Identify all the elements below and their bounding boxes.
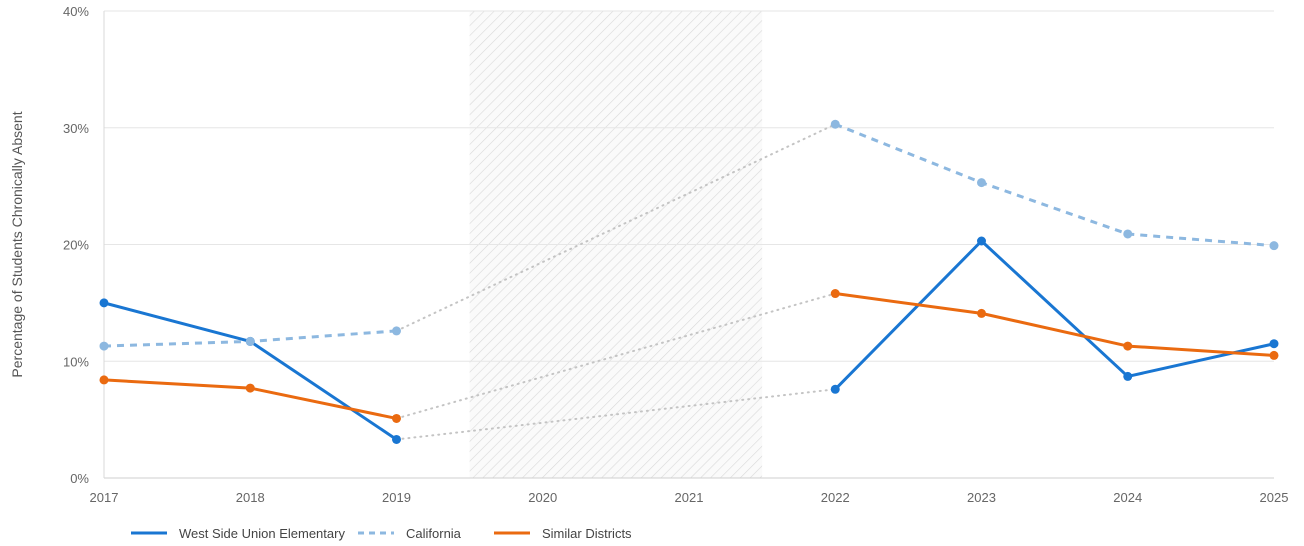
data-point — [392, 326, 401, 336]
data-point — [1269, 339, 1279, 349]
data-point — [245, 336, 255, 346]
series-line — [834, 239, 1275, 391]
y-tick-label: 0% — [70, 471, 89, 486]
data-point — [99, 341, 109, 351]
data-point — [830, 384, 840, 394]
gap-connector — [395, 388, 837, 441]
y-tick-label: 10% — [63, 354, 89, 369]
x-tick-label: 2024 — [1113, 490, 1142, 505]
x-tick-label: 2020 — [528, 490, 557, 505]
legend-label: West Side Union Elementary — [179, 526, 345, 541]
data-point — [977, 178, 986, 188]
series-line — [835, 292, 1275, 357]
data-point — [392, 413, 401, 423]
x-tick-label: 2018 — [236, 490, 265, 505]
y-axis-title: Percentage of Students Chronically Absen… — [9, 111, 25, 377]
series-line — [834, 122, 1275, 248]
data-point — [1123, 341, 1133, 351]
y-tick-label: 40% — [63, 4, 89, 19]
data-point — [392, 434, 401, 444]
series-line — [103, 301, 398, 441]
x-tick-label: 2021 — [675, 490, 704, 505]
x-tick-label: 2023 — [967, 490, 996, 505]
data-point — [99, 298, 109, 308]
data-point — [99, 375, 109, 385]
data-point — [1123, 371, 1133, 381]
y-tick-label: 30% — [63, 121, 89, 136]
x-tick-label: 2025 — [1260, 490, 1289, 505]
data-point — [977, 308, 986, 318]
data-point — [977, 236, 986, 246]
legend-label: Similar Districts — [542, 526, 632, 541]
data-point — [1123, 229, 1133, 239]
data-point — [1269, 241, 1279, 251]
x-tick-label: 2019 — [382, 490, 411, 505]
data-point — [245, 383, 255, 393]
data-point — [830, 289, 840, 299]
data-point — [1269, 350, 1279, 360]
y-tick-label: 20% — [63, 238, 89, 253]
x-tick-label: 2022 — [821, 490, 850, 505]
data-point — [830, 119, 840, 129]
x-tick-label: 2017 — [90, 490, 119, 505]
gap-connector — [395, 292, 837, 420]
legend-label: California — [406, 526, 462, 541]
